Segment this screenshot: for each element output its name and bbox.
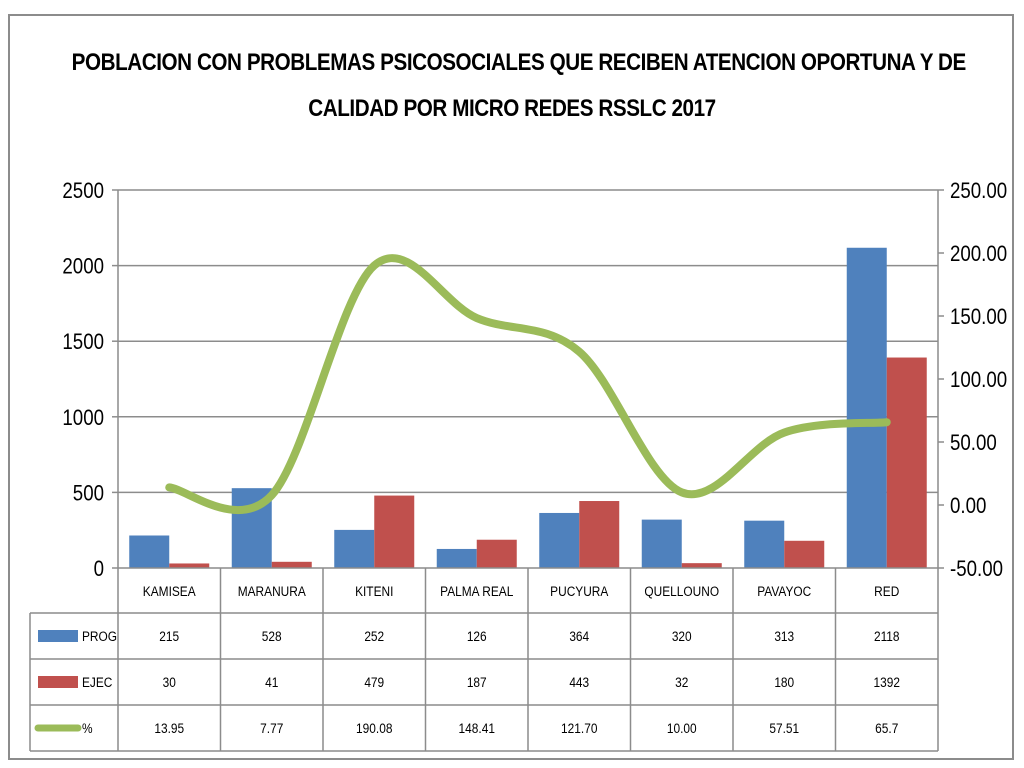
legend-key-ejec <box>38 676 78 688</box>
chart-title: POBLACION CON PROBLEMAS PSICOSOCIALES QU… <box>71 40 967 132</box>
table-value: 30 <box>163 674 176 690</box>
series-label: PROG <box>82 628 117 644</box>
table-value: 528 <box>262 628 282 644</box>
table-value: 190.08 <box>356 720 392 736</box>
category-label: MARANURA <box>238 583 306 599</box>
table-value: 187 <box>467 674 487 690</box>
table-value: 148.41 <box>459 720 495 736</box>
bar-prog <box>539 512 580 568</box>
table-value: 443 <box>569 674 589 690</box>
table-value: 479 <box>364 674 384 690</box>
category-label: QUELLOUNO <box>644 583 719 599</box>
left-tick-label: 2500 <box>62 180 104 204</box>
bar-ejec <box>374 495 415 568</box>
category-label: PAVAYOC <box>757 583 811 599</box>
left-tick-label: 500 <box>73 482 104 506</box>
table-value: 313 <box>774 628 794 644</box>
bar-ejec <box>681 563 722 568</box>
right-tick-label: 100.00 <box>950 369 1007 393</box>
table-value: 41 <box>265 674 278 690</box>
table-value: 2118 <box>874 628 900 644</box>
bar-prog <box>744 520 785 568</box>
table-value: 13.95 <box>154 720 184 736</box>
category-label: RED <box>874 583 899 599</box>
table-value: 1392 <box>874 674 900 690</box>
bar-prog <box>334 529 375 568</box>
table-value: 215 <box>159 628 179 644</box>
legend-key-prog <box>38 630 78 642</box>
bar-prog <box>641 519 682 568</box>
bar-ejec <box>579 501 620 568</box>
table-value: 65.7 <box>875 720 898 736</box>
bar-ejec <box>169 563 210 568</box>
data-table: KAMISEA MARANURA KITENI PALMA REAL PUCYURA QU… <box>29 567 939 752</box>
category-label: KAMISEA <box>143 583 196 599</box>
line-series <box>165 254 891 514</box>
right-tick-label: 50.00 <box>950 432 997 456</box>
table-value: 121.70 <box>561 720 597 736</box>
bar-ejec <box>784 540 825 568</box>
line-percent <box>165 254 891 514</box>
left-tick-label: 0 <box>94 558 104 582</box>
right-tick-label: 250.00 <box>950 180 1007 204</box>
bar-ejec <box>271 561 312 568</box>
right-tick-label: 150.00 <box>950 306 1007 330</box>
table-value: 180 <box>774 674 794 690</box>
left-tick-label: 2000 <box>62 255 104 279</box>
axes: 0 500 1000 1500 2000 2500 -50.00 0.00 50.00 100.0… <box>62 180 1007 582</box>
right-tick-label: 0.00 <box>950 495 986 519</box>
bar-prog <box>129 535 170 568</box>
bar-prog <box>846 247 887 568</box>
category-label: KITENI <box>355 583 393 599</box>
gridlines <box>118 189 938 494</box>
table-value: 126 <box>467 628 487 644</box>
left-tick-label: 1000 <box>62 406 104 430</box>
table-value: 364 <box>569 628 589 644</box>
table-value: 57.51 <box>769 720 799 736</box>
category-label: PALMA REAL <box>440 583 513 599</box>
table-value: 7.77 <box>260 720 283 736</box>
series-label: % <box>82 720 93 736</box>
right-tick-label: 200.00 <box>950 243 1007 267</box>
table-value: 320 <box>672 628 692 644</box>
category-label: PUCYURA <box>550 583 608 599</box>
left-tick-label: 1500 <box>62 331 104 355</box>
table-value: 32 <box>675 674 688 690</box>
table-value: 10.00 <box>667 720 697 736</box>
table-value: 252 <box>364 628 384 644</box>
chart-title-line-1: POBLACION CON PROBLEMAS PSICOSOCIALES QU… <box>71 49 967 76</box>
series-label: EJEC <box>82 674 112 690</box>
chart-frame <box>8 14 1014 760</box>
bar-ejec <box>886 357 927 568</box>
chart-title-line-2: CALIDAD POR MICRO REDES RSSLC 2017 <box>308 95 716 122</box>
bar-ejec <box>476 539 517 568</box>
right-tick-label: -50.00 <box>950 558 1003 582</box>
bar-prog <box>436 548 477 568</box>
bar-series <box>129 247 927 568</box>
